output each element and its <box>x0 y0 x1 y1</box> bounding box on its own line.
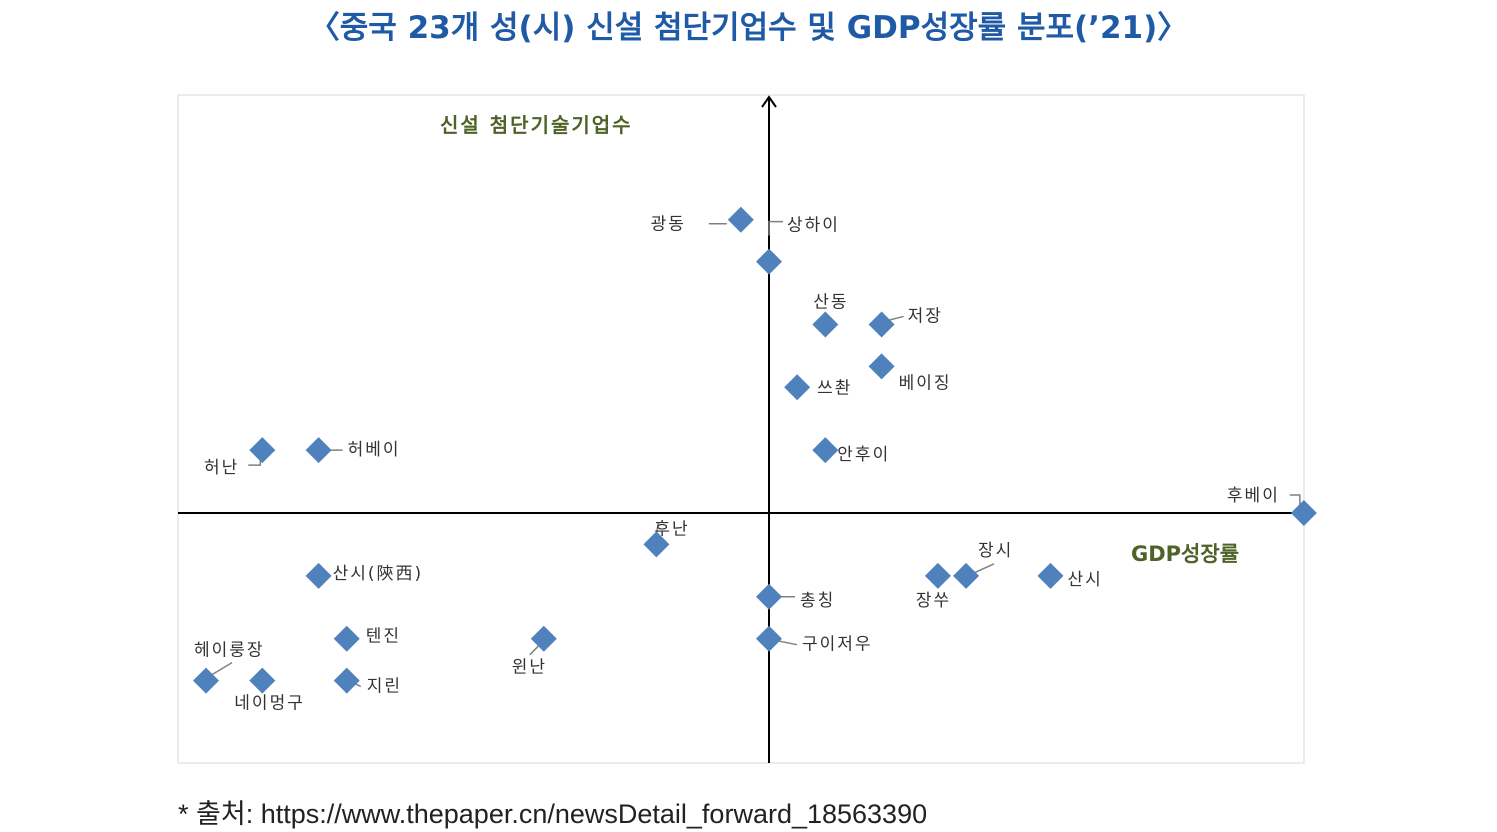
data-point-헤이룽장 <box>193 667 219 694</box>
data-point-후베이 <box>1290 500 1317 526</box>
data-point-총칭 <box>756 583 782 610</box>
source-note: * 출처: https://www.thepaper.cn/newsDetail… <box>178 799 928 829</box>
data-point-지린 <box>333 667 360 694</box>
data-point-저장 <box>868 311 895 338</box>
data-point-장쑤 <box>924 562 951 589</box>
y-axis-label: 신설 첨단기술기업수 <box>440 113 633 137</box>
point-label-네이멍구: 네이멍구 <box>234 694 305 714</box>
point-label-쓰촨: 쓰촨 <box>817 378 852 398</box>
data-points <box>193 206 1317 694</box>
y-axis-arrowhead <box>761 95 777 108</box>
leader-line-후베이 <box>1289 494 1301 505</box>
leader-line-구이저우 <box>776 639 798 646</box>
point-label-상하이: 상하이 <box>787 216 840 236</box>
leader-line-장시 <box>971 563 995 575</box>
data-point-베이징 <box>868 353 895 380</box>
data-point-산시(陝西) <box>305 562 332 589</box>
data-point-장시 <box>953 562 980 589</box>
point-label-장시: 장시 <box>978 541 1013 561</box>
data-point-후난 <box>643 531 670 558</box>
point-label-안후이: 안후이 <box>837 445 890 465</box>
point-label-광동: 광동 <box>651 215 686 235</box>
data-point-안후이 <box>812 437 839 464</box>
leader-line-저장 <box>887 315 904 322</box>
leader-line-헤이룽장 <box>211 661 233 676</box>
point-label-산시: 산시 <box>1068 570 1103 590</box>
point-label-저장: 저장 <box>908 306 943 326</box>
point-label-산시(陝西): 산시(陝西) <box>333 564 424 584</box>
point-label-장쑤: 장쑤 <box>916 591 951 611</box>
point-label-허난: 허난 <box>204 458 239 478</box>
point-label-산동: 산동 <box>813 292 848 312</box>
plot-frame <box>177 94 1305 764</box>
point-label-구이저우: 구이저우 <box>802 635 873 655</box>
point-label-후베이: 후베이 <box>1227 486 1280 506</box>
x-axis-label: GDP성장률 <box>1131 542 1239 566</box>
point-label-지린: 지린 <box>367 677 402 697</box>
point-label-윈난: 윈난 <box>512 658 547 678</box>
data-point-구이저우 <box>756 625 782 652</box>
point-label-헤이룽장: 헤이룽장 <box>194 641 265 661</box>
data-point-쓰촨 <box>784 374 811 401</box>
point-label-후난: 후난 <box>654 519 689 539</box>
data-point-광동 <box>727 206 754 233</box>
data-point-허난 <box>249 437 276 464</box>
point-label-텐진: 텐진 <box>366 627 401 647</box>
data-point-상하이 <box>756 248 782 275</box>
data-point-텐진 <box>333 625 360 652</box>
leader-line-상하이 <box>768 220 783 236</box>
data-point-네이멍구 <box>249 667 276 694</box>
chart-title: 〈중국 23개 성(시) 신설 첨단기업수 및 GDP성장률 분포(’21)〉 <box>308 10 1189 46</box>
data-point-윈난 <box>530 625 557 652</box>
data-point-허베이 <box>305 437 332 464</box>
data-point-산동 <box>812 311 839 338</box>
point-label-허베이: 허베이 <box>348 440 401 460</box>
point-label-총칭: 총칭 <box>800 591 835 611</box>
point-label-베이징: 베이징 <box>899 373 952 393</box>
data-point-산시 <box>1037 562 1064 589</box>
